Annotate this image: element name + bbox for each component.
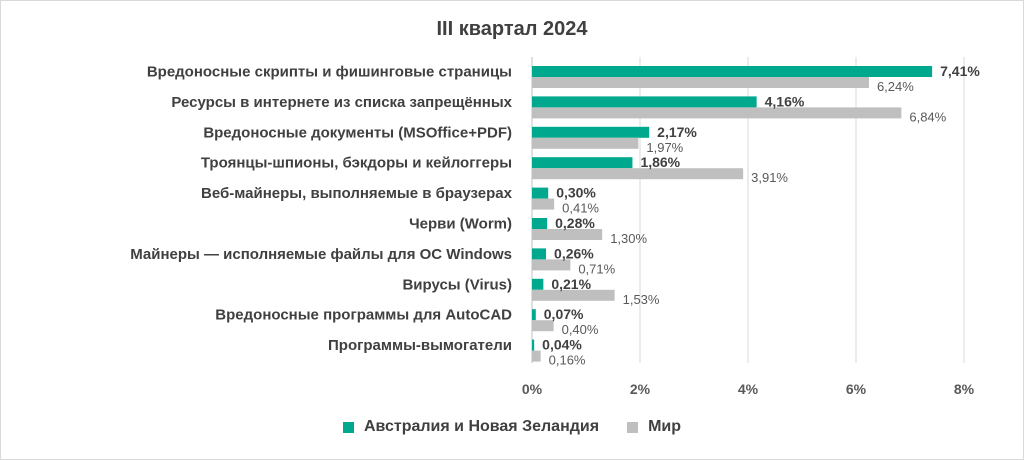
bar-australia [532,187,549,199]
bar-australia [532,309,536,321]
data-label-australia: 1,86% [640,154,680,170]
bar-world [532,107,902,119]
chart-title: III квартал 2024 [436,18,588,40]
bar-australia [532,248,547,260]
bar-world [532,259,571,271]
legend-item-australia: Австралия и Новая Зеландия [342,418,600,436]
data-label-australia: 0,21% [551,276,591,292]
category-label: Троянцы-шпионы, бэкдоры и кейлоггеры [201,155,512,172]
bar-world [532,289,615,301]
data-label-world: 0,40% [562,322,599,337]
category-label: Веб-майнеры, выполняемые в браузерах [201,185,513,202]
bar-australia [532,126,650,138]
bar-australia [532,339,535,351]
bar-world [532,229,603,240]
bar-world [532,350,541,362]
category-label: Вредоносные программы для AutoCAD [215,307,512,324]
data-label-world: 6,84% [909,109,946,124]
data-label-world: 1,30% [610,231,647,246]
data-label-world: 3,91% [751,170,788,185]
bar-world [532,198,555,210]
bar-world [532,320,554,332]
bar-australia [532,66,933,77]
category-label: Вредоносные скрипты и фишинговые страниц… [147,64,512,81]
x-tick-label: 2% [630,381,651,397]
data-label-australia: 0,26% [554,245,594,261]
data-label-world: 1,53% [623,292,660,307]
data-label-world: 0,71% [578,261,615,276]
data-label-australia: 0,07% [544,306,584,322]
data-label-australia: 0,28% [555,215,595,231]
category-label: Вирусы (Virus) [402,276,512,293]
data-label-australia: 0,30% [556,185,596,201]
legend-label-australia: Австралия и Новая Зеландия [363,418,600,435]
data-label-australia: 7,41% [940,63,980,79]
legend-item-world: Мир [627,418,681,436]
category-label: Черви (Worm) [409,216,512,233]
category-label: Майнеры — исполняемые файлы для ОС Windo… [130,246,512,263]
bar-world [532,77,869,88]
chart-legend: Австралия и Новая Зеландия Мир [0,418,1024,436]
bar-australia [532,157,633,169]
category-label: Ресурсы в интернете из списка запрещённы… [171,94,512,111]
category-label: Программы-вымогатели [328,337,512,354]
bar-world [532,137,639,149]
x-tick-label: 4% [738,381,759,397]
bar-australia [532,218,548,229]
data-label-world: 6,24% [877,79,914,94]
data-label-australia: 2,17% [657,124,697,140]
legend-swatch-australia [342,421,354,433]
category-label: Вредоносные документы (MSOffice+PDF) [203,124,512,141]
data-label-world: 0,41% [562,201,599,216]
bar-australia [532,278,544,290]
bar-world [532,168,744,180]
data-label-australia: 4,16% [765,93,805,109]
x-tick-label: 6% [846,381,867,397]
x-tick-label: 0% [522,381,543,397]
legend-swatch-world [627,421,639,433]
data-label-world: 0,16% [549,353,586,368]
data-label-australia: 0,04% [542,337,582,353]
bar-australia [532,96,757,108]
x-tick-label: 8% [954,381,975,397]
legend-label-world: Мир [648,418,681,435]
data-label-world: 1,97% [646,140,683,155]
